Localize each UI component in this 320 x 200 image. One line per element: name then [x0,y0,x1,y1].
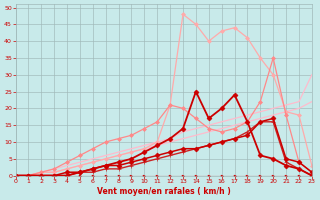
X-axis label: Vent moyen/en rafales ( km/h ): Vent moyen/en rafales ( km/h ) [97,187,230,196]
